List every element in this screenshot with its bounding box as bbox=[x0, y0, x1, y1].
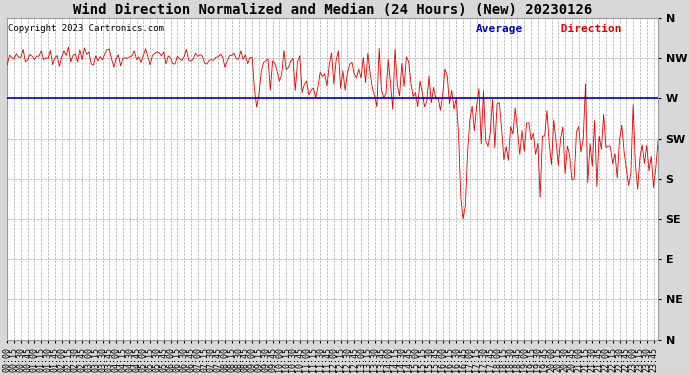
Title: Wind Direction Normalized and Median (24 Hours) (New) 20230126: Wind Direction Normalized and Median (24… bbox=[73, 3, 592, 17]
Text: Copyright 2023 Cartronics.com: Copyright 2023 Cartronics.com bbox=[8, 24, 164, 33]
Text: Average: Average bbox=[476, 24, 523, 34]
Text: Direction: Direction bbox=[554, 24, 622, 34]
